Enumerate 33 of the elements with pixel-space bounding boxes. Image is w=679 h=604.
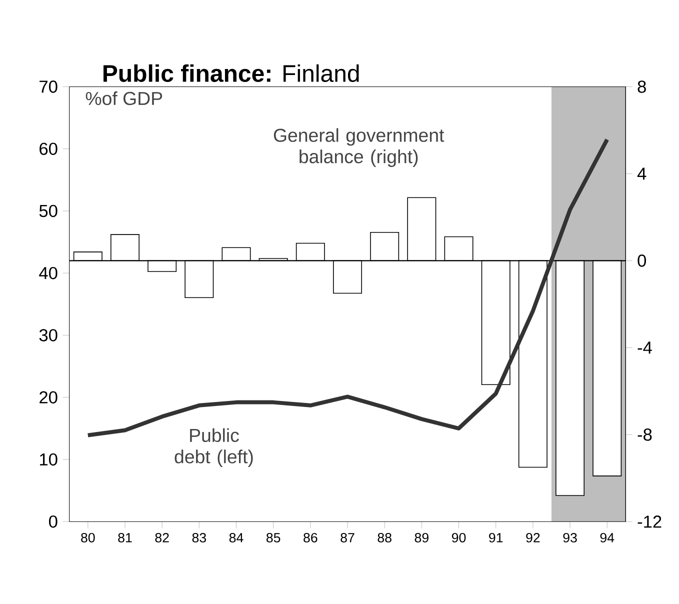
- x-tick-label: 81: [118, 532, 132, 542]
- y-tick-label: 40: [39, 266, 58, 280]
- x-tick-label: 87: [340, 532, 354, 542]
- y-tick-label: 0: [49, 515, 58, 528]
- series-label: Public debt (left): [174, 428, 253, 467]
- x-tick-label: 90: [452, 532, 466, 542]
- x-tick-label: 86: [304, 532, 318, 542]
- series-label: General government balance (right): [274, 128, 444, 167]
- y-tick-label: 30: [39, 328, 58, 342]
- x-tick-label: 88: [378, 532, 392, 542]
- x-tick-label: 84: [229, 532, 244, 542]
- y2-tick-label: 0: [638, 254, 646, 267]
- x-tick-label: 94: [600, 532, 614, 542]
- y-tick-label: 60: [40, 142, 58, 155]
- y2-tick-label: -8: [638, 428, 652, 441]
- x-tick-label: 85: [266, 532, 280, 542]
- y-tick-label: 50: [39, 204, 58, 217]
- y-axis-title: %of GDP: [86, 91, 162, 105]
- y2-tick-label: -12: [638, 515, 662, 528]
- y2-tick-label: 8: [638, 80, 646, 93]
- x-tick-label: 82: [155, 532, 169, 542]
- x-tick-label: 80: [81, 532, 95, 542]
- chart-title: Public finance: Finland: [104, 64, 359, 82]
- x-tick-label: 89: [414, 532, 428, 542]
- y2-tick-label: 4: [637, 168, 646, 180]
- y-tick-label: 10: [40, 453, 58, 466]
- x-tick-label: 93: [563, 532, 577, 542]
- y2-tick-label: -4: [638, 342, 652, 354]
- x-tick-label: 92: [526, 532, 540, 542]
- y-tick-label: 20: [40, 391, 58, 404]
- x-tick-label: 83: [192, 532, 206, 542]
- y-tick-label: 70: [40, 80, 58, 93]
- x-tick-label: 91: [489, 532, 503, 542]
